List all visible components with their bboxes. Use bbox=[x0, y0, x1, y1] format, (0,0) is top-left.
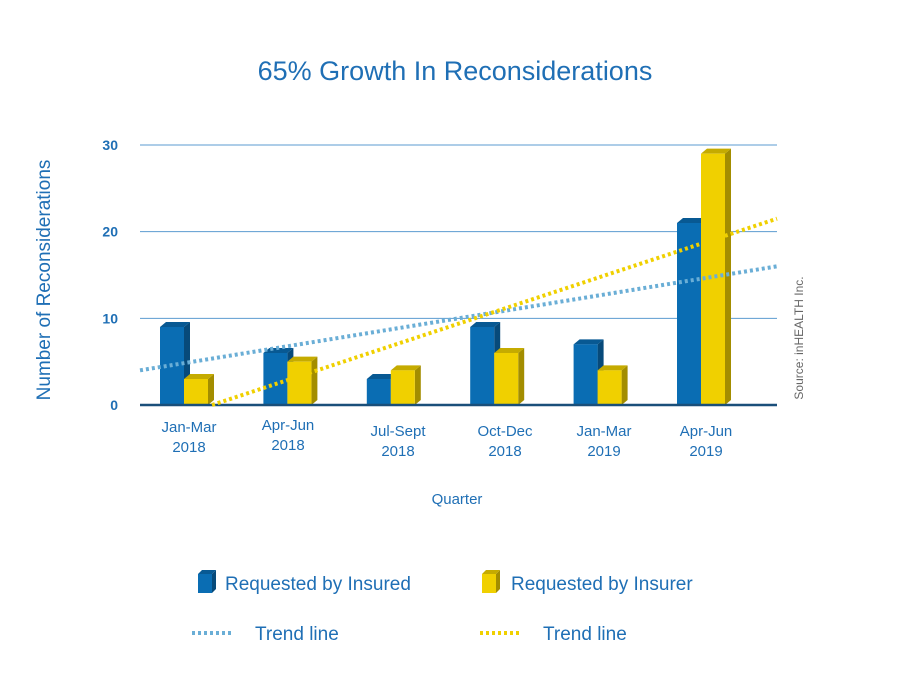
x-tick-line: 2019 bbox=[587, 443, 620, 460]
bar-front bbox=[287, 361, 312, 405]
legend-label: Trend line bbox=[255, 624, 339, 645]
x-tick-label: Apr-Jun 2019 bbox=[680, 423, 733, 460]
x-tick-line: 2018 bbox=[271, 437, 304, 454]
bar-side bbox=[518, 348, 525, 405]
x-tick-label: Oct-Dec 2018 bbox=[477, 423, 533, 460]
bar-top bbox=[366, 374, 397, 379]
y-tick-label: 20 bbox=[102, 224, 118, 240]
bar bbox=[597, 365, 628, 405]
bar bbox=[390, 365, 421, 405]
gridlines bbox=[140, 144, 777, 319]
x-tick-line: Apr-Jun bbox=[262, 417, 315, 434]
bar-top bbox=[184, 374, 214, 379]
legend-item: Trend line bbox=[480, 624, 627, 645]
bar bbox=[701, 148, 731, 405]
x-tick-line: Apr-Jun bbox=[680, 423, 733, 440]
source-note: Source: inHEALTH Inc. bbox=[792, 276, 806, 399]
x-tick-line: Oct-Dec bbox=[477, 423, 533, 440]
bar-front bbox=[366, 379, 391, 405]
bar-front bbox=[263, 353, 288, 405]
bar-top bbox=[390, 365, 421, 371]
bar bbox=[494, 348, 525, 405]
legend-swatch-side bbox=[212, 570, 216, 593]
bar-top bbox=[494, 348, 525, 353]
bar-front bbox=[573, 344, 598, 405]
bar-front bbox=[597, 370, 622, 405]
x-tick-line: Jul-Sept bbox=[370, 423, 426, 440]
x-tick-line: 2019 bbox=[689, 443, 722, 460]
y-tick-labels: 0 10 20 30 bbox=[102, 137, 118, 413]
legend-label: Trend line bbox=[543, 624, 627, 645]
bar-front bbox=[184, 379, 208, 405]
x-tick-line: 2018 bbox=[381, 443, 414, 460]
bar-top bbox=[160, 322, 190, 327]
bars bbox=[160, 148, 731, 405]
y-axis-label: Number of Reconsiderations bbox=[34, 160, 55, 401]
bar-top bbox=[573, 339, 604, 345]
x-tick-line: 2018 bbox=[488, 443, 521, 460]
bar-front bbox=[470, 327, 495, 405]
x-axis-label: Quarter bbox=[432, 491, 483, 508]
y-tick-label: 10 bbox=[102, 310, 118, 326]
bar-top bbox=[287, 356, 318, 362]
legend-item: Requested by Insured bbox=[198, 570, 411, 595]
bar bbox=[184, 374, 214, 405]
x-tick-label: Jan-Mar 2018 bbox=[161, 419, 216, 456]
bar-side bbox=[414, 365, 421, 405]
legend-swatch-top bbox=[482, 570, 500, 574]
legend-label: Requested by Insured bbox=[225, 574, 411, 595]
bar-front bbox=[390, 370, 415, 405]
y-tick-label: 0 bbox=[110, 397, 118, 413]
bar-side bbox=[621, 365, 628, 405]
bar-top bbox=[597, 365, 628, 371]
legend-swatch bbox=[482, 574, 496, 593]
bar-side bbox=[725, 148, 731, 405]
bar-top bbox=[701, 148, 731, 154]
legend-label: Requested by Insurer bbox=[511, 574, 693, 595]
legend-swatch bbox=[198, 574, 212, 593]
bar-front bbox=[677, 223, 701, 405]
bar-front bbox=[494, 353, 519, 405]
bar-side bbox=[311, 356, 318, 405]
bar-top bbox=[470, 322, 501, 327]
x-tick-label: Jul-Sept 2018 bbox=[370, 423, 426, 460]
legend-swatch-side bbox=[496, 570, 500, 593]
x-tick-label: Jan-Mar 2019 bbox=[576, 423, 631, 460]
bar-side bbox=[208, 374, 214, 405]
y-tick-label: 30 bbox=[102, 137, 118, 153]
legend-swatch-top bbox=[198, 570, 216, 574]
legend-item: Trend line bbox=[192, 624, 339, 645]
chart-title: 65% Growth In Reconsiderations bbox=[258, 56, 653, 86]
x-tick-label: Apr-Jun 2018 bbox=[262, 417, 315, 454]
bar bbox=[287, 356, 318, 405]
x-tick-line: Jan-Mar bbox=[576, 423, 631, 440]
legend-item: Requested by Insurer bbox=[482, 570, 693, 595]
legend: Requested by Insured Requested by Insurer… bbox=[192, 570, 693, 645]
bar-top bbox=[677, 218, 707, 223]
x-tick-line: 2018 bbox=[172, 439, 205, 456]
x-tick-line: Jan-Mar bbox=[161, 419, 216, 436]
